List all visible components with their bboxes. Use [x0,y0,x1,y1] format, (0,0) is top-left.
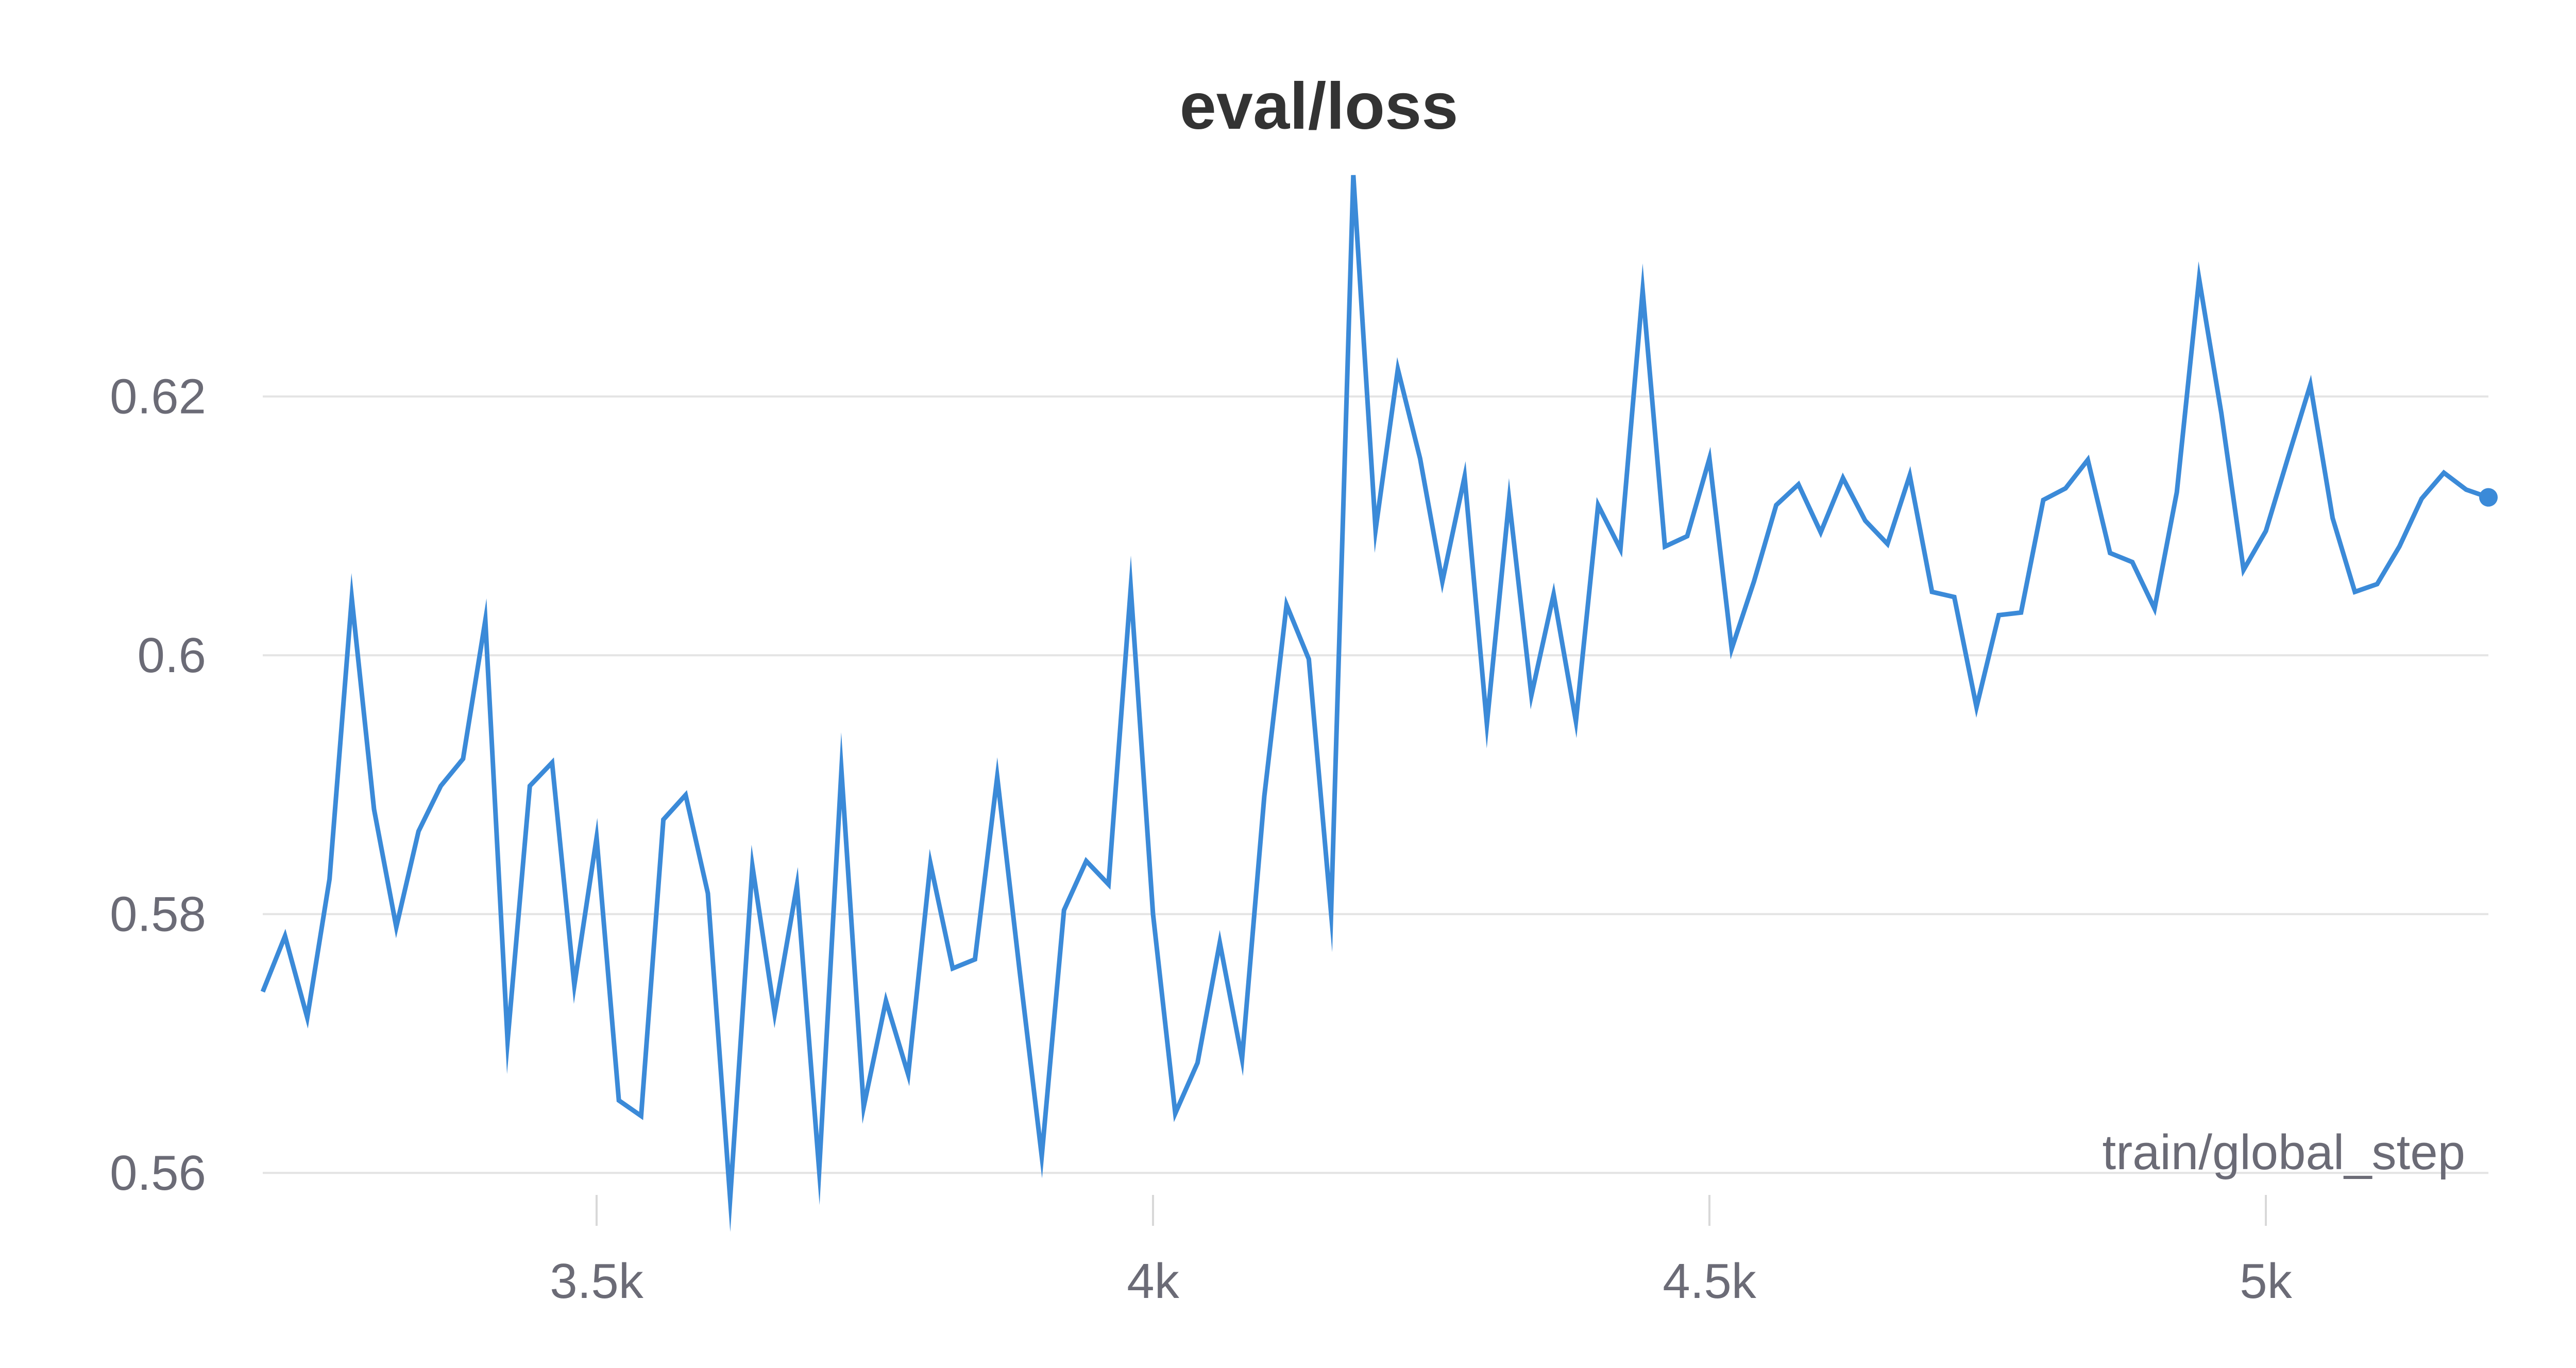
y-tick-label: 0.58 [110,887,206,942]
x-tick-label: 4k [1127,1254,1179,1309]
x-tick-label: 5k [2240,1254,2292,1309]
x-tick-label: 4.5k [1663,1254,1756,1309]
x-axis-label: train/global_step [2103,1125,2465,1180]
y-tick-label: 0.56 [110,1145,206,1201]
x-axis: 3.5k 4k 4.5k 5k [550,1195,2293,1309]
y-axis: 0.56 0.58 0.6 0.62 [110,369,206,1201]
y-tick-label: 0.6 [138,628,206,683]
series-line [260,175,2489,1232]
series-layer [260,175,2498,1232]
series-end-point [2479,488,2498,507]
chart-title: eval/loss [1180,70,1459,143]
grid-lines [263,395,2488,1174]
x-tick-label: 3.5k [550,1254,643,1309]
y-tick-label: 0.62 [110,369,206,424]
